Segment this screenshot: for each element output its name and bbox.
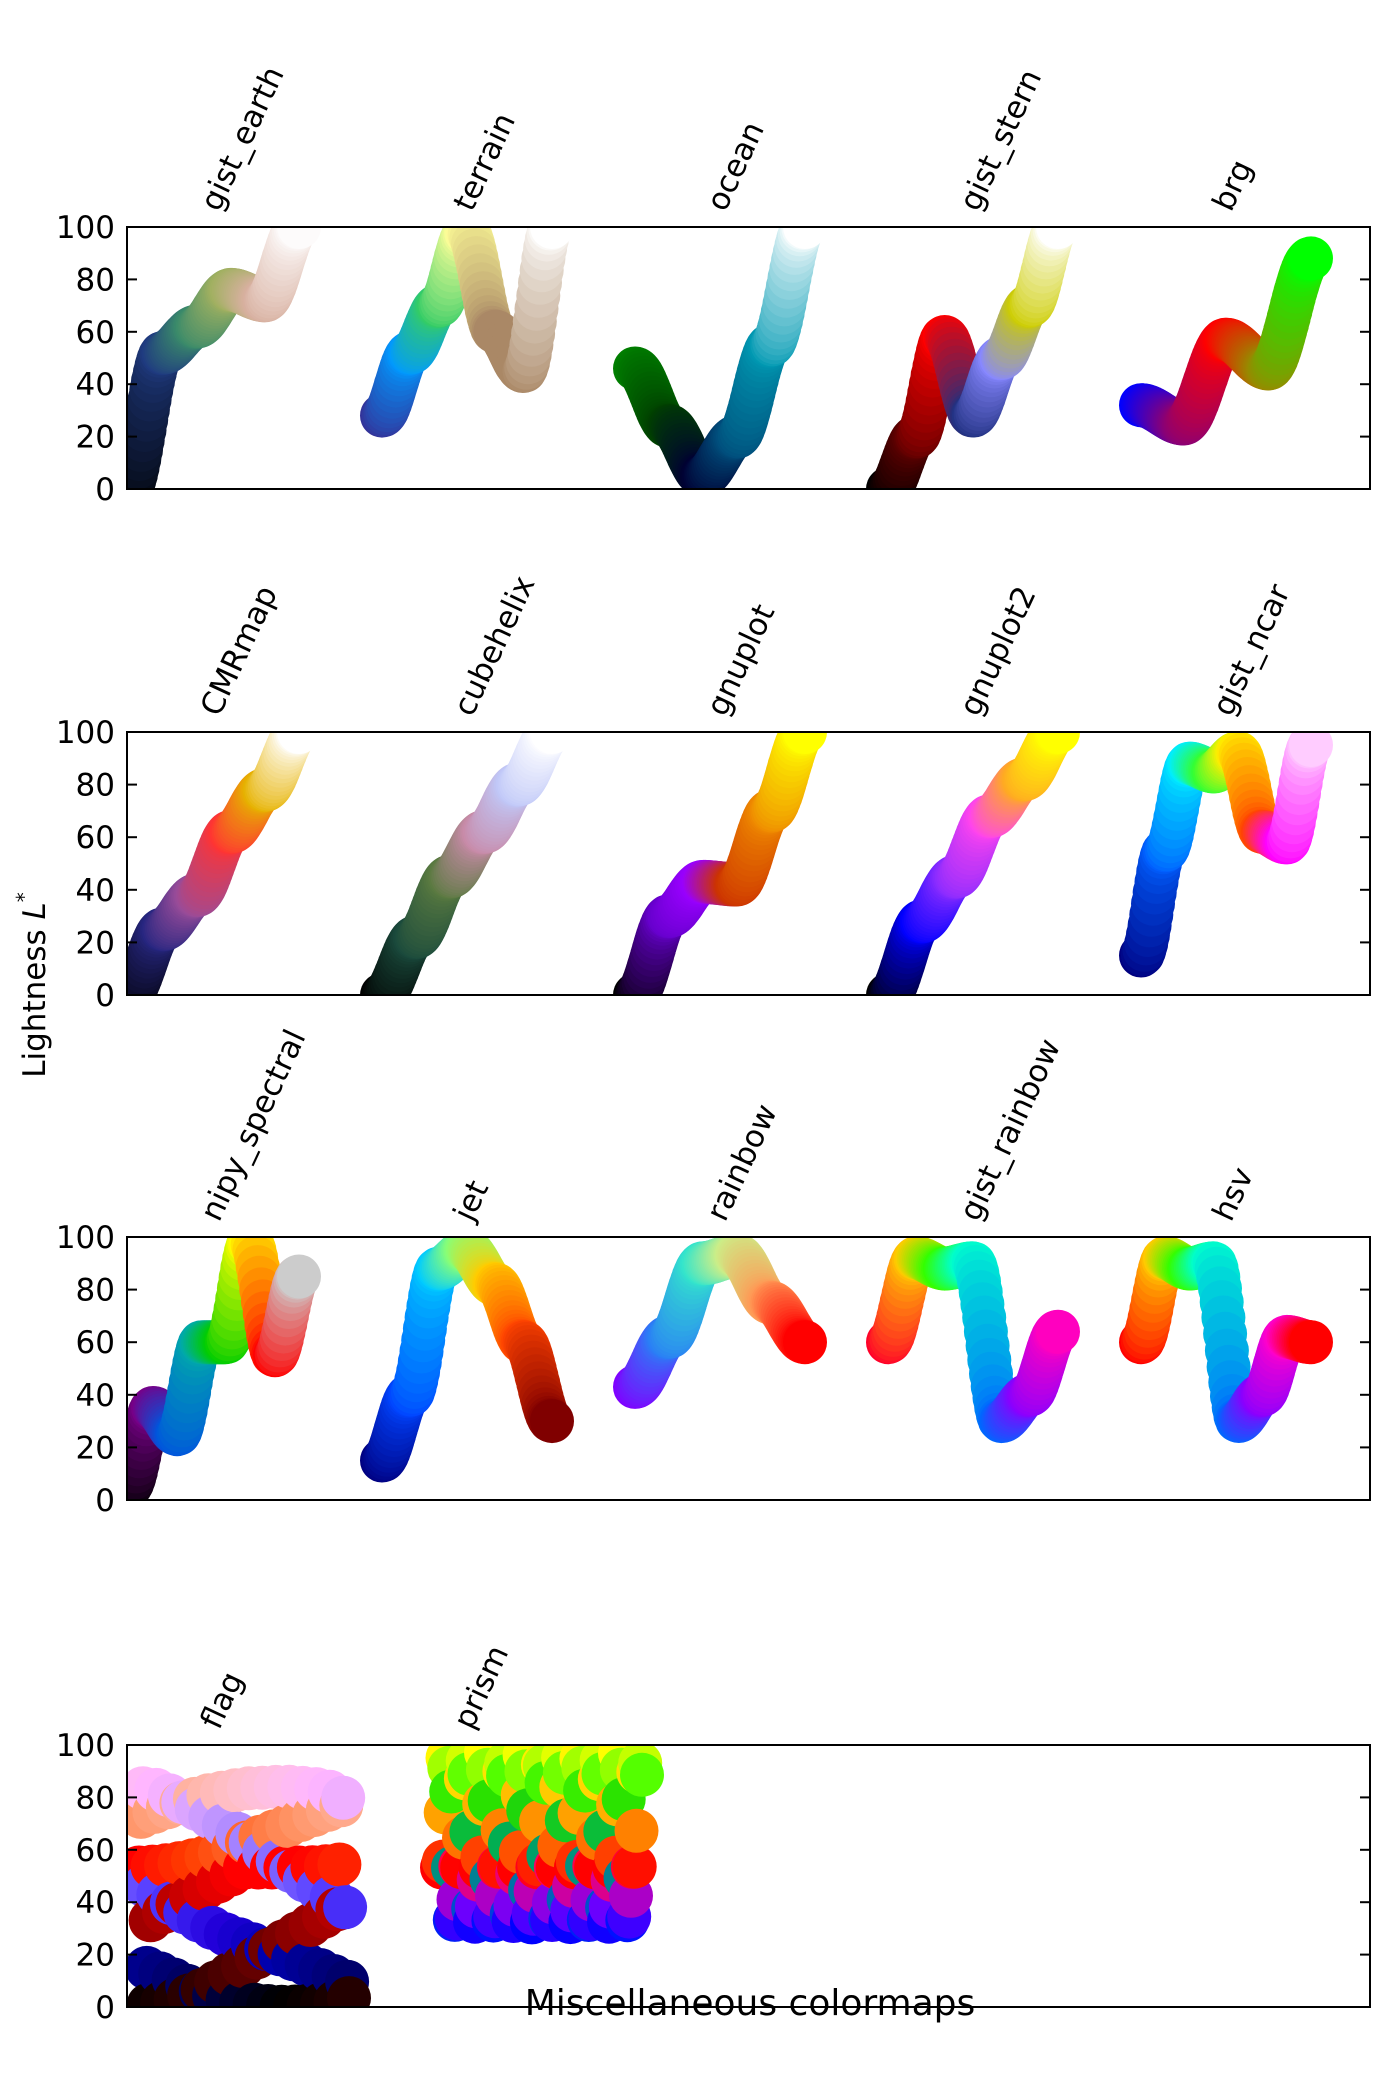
panel-4: flag prism 0 20 40 60 80 100	[56, 1640, 1371, 2026]
flag-point	[317, 1842, 362, 1887]
y-tick-label: 100	[56, 715, 115, 751]
y-tick-label: 0	[95, 1990, 115, 2026]
gist_ncar-point	[1289, 732, 1333, 768]
colormap-gnuplot2	[866, 732, 1080, 995]
panel-2-frame	[126, 731, 1371, 996]
y-tick-label: 0	[95, 1483, 115, 1519]
y-tick-label: 20	[76, 420, 115, 456]
y-tick-label: 0	[95, 472, 115, 508]
panel-3-marks	[127, 1237, 1333, 1500]
y-tick-label: 100	[56, 1728, 115, 1764]
prism-point	[620, 1752, 664, 1797]
colormap-jet	[360, 1237, 574, 1483]
y-tick-label: 80	[76, 768, 115, 804]
panel-1-frame	[126, 226, 1371, 490]
y-tick-label: 60	[76, 820, 115, 856]
colormap-gnuplot	[613, 732, 827, 995]
gnuplot2-point	[1036, 732, 1080, 754]
rainbow-point	[783, 1320, 827, 1365]
colormap-title-jet: jet	[446, 1175, 496, 1227]
hsv-point	[1289, 1320, 1333, 1365]
y-tick-label: 60	[76, 315, 115, 351]
colormap-ocean	[613, 227, 827, 489]
colormap-title-gist_stern: gist_stern	[953, 64, 1050, 216]
colormap-terrain	[360, 227, 574, 438]
y-tick-label: 40	[76, 873, 115, 909]
y-tick-label: 20	[76, 925, 115, 961]
y-axis-label: Lightness L*	[12, 892, 53, 1078]
colormap-hsv	[1119, 1237, 1333, 1443]
gnuplot-point	[783, 732, 827, 754]
y-tick-label: 20	[76, 1430, 115, 1466]
cubehelix-point	[530, 732, 574, 754]
colormap-title-cubehelix: cubehelix	[447, 570, 543, 721]
colormap-gist_ncar	[1119, 732, 1333, 978]
nipy_spectral-point	[277, 1254, 321, 1299]
prism-point	[612, 1844, 657, 1889]
terrain-point	[530, 227, 574, 249]
colormap-rainbow	[613, 1237, 827, 1409]
gist_earth-point	[277, 227, 321, 249]
colormap-nipy_spectral	[127, 1237, 321, 1500]
y-tick-label: 20	[76, 1938, 115, 1974]
colormap-title-CMRmap: CMRmap	[194, 580, 285, 721]
panel-2-marks	[127, 732, 1333, 995]
colormap-title-gist_rainbow: gist_rainbow	[953, 1033, 1069, 1226]
colormap-title-hsv: hsv	[1206, 1162, 1262, 1226]
panel-1-marks	[127, 227, 1333, 489]
y-tick-label: 40	[76, 1378, 115, 1414]
colormap-title-nipy_spectral: nipy_spectral	[194, 1024, 314, 1226]
colormap-title-brg: brg	[1206, 154, 1260, 216]
gist_rainbow-point	[1036, 1309, 1080, 1354]
colormap-cubehelix	[360, 732, 574, 995]
y-tick-label: 100	[56, 1220, 115, 1256]
flag-point	[321, 1775, 366, 1820]
jet-point	[530, 1399, 574, 1444]
y-tick-label: 40	[76, 367, 115, 403]
colormap-brg	[1119, 236, 1333, 446]
CMRmap-point	[277, 732, 321, 754]
colormap-title-ocean: ocean	[700, 116, 772, 216]
colormap-title-prism: prism	[447, 1640, 517, 1734]
x-axis-label: Miscellaneous colormaps	[525, 1983, 976, 2024]
flag-point	[323, 1885, 368, 1930]
ocean-point	[783, 227, 827, 249]
colormap-title-gnuplot2: gnuplot2	[953, 581, 1044, 721]
colormap-gist_rainbow	[866, 1237, 1080, 1444]
colormap-title-gist_ncar: gist_ncar	[1206, 579, 1298, 722]
colormap-title-gnuplot: gnuplot	[700, 599, 783, 722]
colormap-gist_stern	[866, 227, 1080, 489]
flag-point	[327, 1976, 371, 2007]
y-tick-label: 40	[76, 1885, 115, 1921]
y-tick-label: 60	[76, 1833, 115, 1869]
colormap-gist_earth	[127, 227, 321, 489]
colormap-CMRmap	[127, 732, 321, 995]
colormap-title-flag: flag	[194, 1666, 251, 1734]
prism-point	[614, 1808, 659, 1853]
panel-4-marks	[127, 1745, 664, 2007]
y-tick-label: 80	[76, 1273, 115, 1309]
y-tick-label: 60	[76, 1325, 115, 1361]
panel-3-frame	[126, 1236, 1371, 1501]
colormap-title-rainbow: rainbow	[700, 1099, 785, 1227]
panel-4-frame	[126, 1744, 1371, 2008]
y-tick-label: 80	[76, 1780, 115, 1816]
colormap-title-terrain: terrain	[447, 107, 523, 216]
panel-2: CMRmap cubehelix gnuplot gnuplot2 gist_ncar 0…	[56, 570, 1371, 1014]
colormap-flag	[127, 1764, 371, 2007]
gist_stern-point	[1036, 227, 1080, 249]
y-tick-label: 80	[76, 262, 115, 298]
colormap-title-gist_earth: gist_earth	[194, 61, 292, 216]
y-tick-label: 0	[95, 978, 115, 1014]
colormap-prism	[420, 1745, 664, 1945]
y-tick-label: 100	[56, 210, 115, 246]
brg-point	[1289, 236, 1333, 281]
